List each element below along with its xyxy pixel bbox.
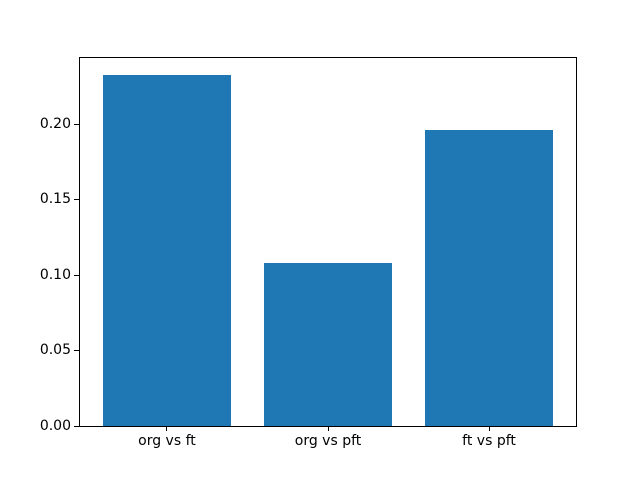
bar-org-vs-pft (263, 263, 393, 426)
y-tick-mark-0.10 (74, 274, 79, 276)
y-tick-mark-0.15 (74, 199, 79, 201)
y-tick-label-0.15: 0.15 (39, 191, 71, 208)
y-tick-label-0.00: 0.00 (39, 417, 71, 434)
x-tick-mark-ft-vs-pft (488, 427, 490, 431)
bar-ft-vs-pft (424, 130, 554, 426)
plot-area (79, 57, 577, 427)
y-tick-label-0.05: 0.05 (39, 342, 71, 359)
x-tick-mark-org-vs-ft (166, 427, 168, 431)
x-tick-label-ft-vs-pft: ft vs pft (462, 433, 516, 449)
y-tick-mark-0.20 (74, 123, 79, 125)
y-tick-mark-0.05 (74, 350, 79, 352)
bar-org-vs-ft (102, 74, 232, 426)
x-tick-label-org-vs-ft: org vs ft (138, 433, 196, 449)
y-tick-label-0.10: 0.10 (39, 266, 71, 283)
x-tick-label-org-vs-pft: org vs pft (294, 433, 362, 449)
y-tick-label-0.20: 0.20 (39, 115, 71, 132)
y-tick-mark-0.00 (74, 425, 79, 427)
x-tick-mark-org-vs-pft (327, 427, 329, 431)
